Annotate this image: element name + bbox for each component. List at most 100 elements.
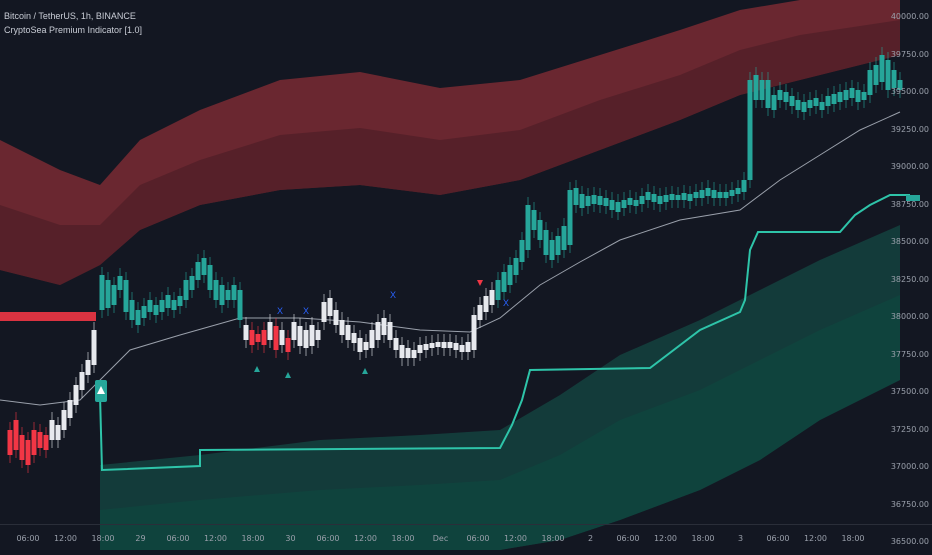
buy-arrow-marker [362,368,368,374]
candle-body [267,322,273,340]
candle-body [813,98,819,106]
candle-body [141,306,147,318]
price-tick-label: 39000.00 [890,162,929,171]
price-tick-label: 39750.00 [890,49,929,59]
candle-body [711,190,717,198]
candle-body [309,325,315,346]
indicator-title[interactable]: CryptoSea Premium Indicator [1.0] [4,25,143,35]
candle-body [243,325,249,340]
candle-body [375,322,381,340]
candle-body [231,285,237,300]
candle-body [99,275,105,310]
candle-body [675,195,681,200]
candle-body [327,298,333,316]
trailing-stop-line [99,194,910,472]
candle-body [321,302,327,322]
candle-body [561,226,567,250]
price-tick-label: 40000.00 [890,12,929,21]
candle-body [855,90,861,102]
candle-body [423,344,429,350]
candle-body [477,305,483,320]
buy-arrow-marker [254,366,260,372]
price-tick-label: 38000.00 [890,312,929,321]
candle-body [729,190,735,196]
candle-body [387,322,393,340]
time-tick-label: 12:00 [653,534,678,543]
signal-x-marker: X [303,306,309,316]
candle-body [843,90,849,100]
candle-body [489,290,495,305]
candle-body [183,280,189,300]
candle-body [249,330,255,345]
buy-signal-arrow-icon [97,386,105,394]
candle-body [573,188,579,205]
candle-body [165,295,171,308]
time-tick-label: 12:00 [503,534,528,543]
candle-body [195,262,201,280]
candle-body [339,320,345,335]
symbol-title[interactable]: Bitcoin / TetherUS, 1h, BINANCE [4,11,136,21]
candle-body [633,200,639,206]
candle-body [381,318,387,335]
candle-body [681,193,687,200]
time-tick-label: 30 [285,534,296,543]
time-tick-label: 2 [587,534,594,543]
candle-body [615,202,621,212]
candle-body [31,430,37,455]
price-tick-label: 37250.00 [890,424,929,434]
price-tick-label: 37750.00 [890,349,929,359]
candle-body [111,285,117,305]
candle-body [43,435,49,450]
candle-body [747,80,753,180]
time-tick-label: 3 [737,534,744,543]
candle-body [177,296,183,306]
candle-body [753,75,759,100]
candle-body [879,55,885,82]
candle-body [669,194,675,200]
time-tick-label: 18:00 [91,534,115,543]
candle-body [495,280,501,300]
time-tick-label: 12:00 [803,534,828,543]
candle-body [591,195,597,204]
candle-body [885,60,891,90]
resistance-block [0,312,96,321]
time-tick-label: 06:00 [616,534,640,543]
candle-body [891,70,897,88]
time-tick-label: 18:00 [391,534,415,543]
price-scale[interactable]: 40000.00 39750.00 39500.00 39250.00 39000.00… [891,0,932,546]
lower-band-inner [100,295,900,550]
candle-body [357,338,363,352]
candle-body [213,280,219,300]
time-axis[interactable]: 06:00 12:00 18:00 29 06:00 12:00 18:00 30 06:00 1… [0,524,932,551]
signal-x-marker: X [277,306,283,316]
candle-body [279,330,285,345]
candle-body [363,342,369,350]
candle-body [261,330,267,345]
candle-body [429,343,435,348]
moving-average-line [0,111,901,406]
candle-body [621,200,627,208]
time-tick-label: Dec [432,534,449,543]
candle-body [285,338,291,352]
candle-body [351,333,357,343]
candle-body [519,240,525,262]
candle-body [417,345,423,353]
candle-body [819,102,825,110]
candle-body [291,322,297,340]
candle-body [723,192,729,198]
candle-body [237,290,243,320]
candle-body [147,300,153,312]
candle-body [7,430,13,455]
candle-body [657,196,663,204]
candle-body [453,343,459,350]
price-tick-label: 37500.00 [890,387,929,396]
price-tick-label: 38500.00 [890,237,929,246]
chart-legend: Bitcoin / TetherUS, 1h, BINANCE CryptoSe… [4,9,142,37]
time-tick-label: 29 [135,534,146,543]
time-tick-label: 12:00 [203,534,228,543]
candle-body [25,440,31,465]
candle-body [159,300,165,312]
candle-body [861,92,867,100]
